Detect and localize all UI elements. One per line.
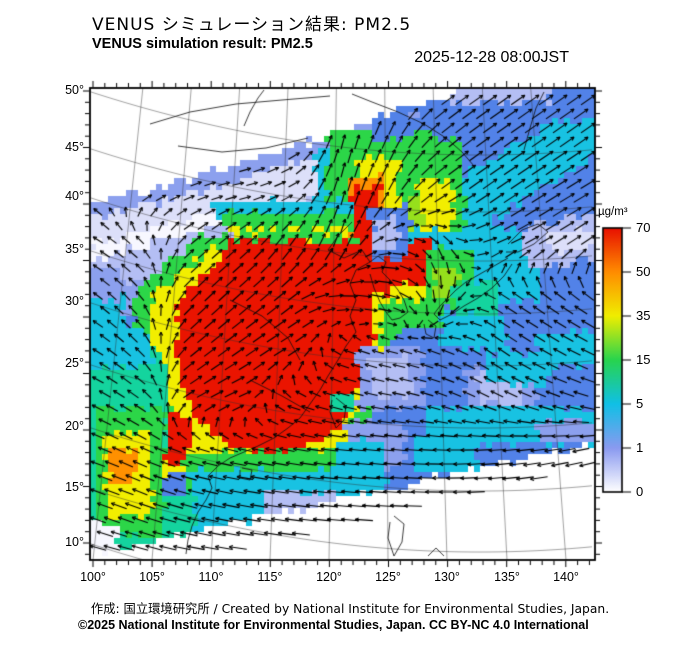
title-english: VENUS simulation result: PM2.5 bbox=[92, 36, 313, 52]
timestamp: 2025-12-28 08:00JST bbox=[414, 49, 569, 66]
colorbar-tick-label: 35 bbox=[636, 308, 651, 323]
lon-tick-label: 110° bbox=[198, 570, 224, 584]
lat-tick-label: 50° bbox=[65, 83, 84, 97]
colorbar-unit-label: µg/m³ bbox=[598, 206, 628, 218]
lat-tick-label: 25° bbox=[65, 356, 84, 370]
lon-tick-label: 100° bbox=[80, 570, 106, 584]
colorbar-tick-label: 15 bbox=[636, 352, 651, 367]
lon-tick-label: 115° bbox=[257, 570, 283, 584]
title-japanese: VENUS シミュレーション結果: PM2.5 bbox=[92, 15, 412, 35]
lat-tick-label: 45° bbox=[65, 140, 84, 154]
lat-tick-label: 35° bbox=[65, 242, 84, 256]
lon-tick-label: 125° bbox=[375, 570, 401, 584]
credit-line: 作成: 国立環境研究所 / Created by National Instit… bbox=[90, 602, 610, 616]
colorbar-tick-label: 5 bbox=[636, 396, 644, 411]
lon-tick-label: 135° bbox=[494, 570, 520, 584]
lat-tick-label: 10° bbox=[65, 535, 84, 549]
lon-tick-label: 120° bbox=[316, 570, 342, 584]
lat-tick-label: 30° bbox=[65, 294, 84, 308]
colorbar-tick-label: 0 bbox=[636, 484, 644, 499]
lon-tick-label: 105° bbox=[139, 570, 165, 584]
copyright-line: ©2025 National Institute for Environment… bbox=[78, 618, 589, 632]
lon-tick-label: 130° bbox=[434, 570, 460, 584]
colorbar-tick-label: 1 bbox=[636, 440, 644, 455]
lon-tick-label: 140° bbox=[553, 570, 579, 584]
colorbar-tick-label: 50 bbox=[636, 264, 651, 279]
lat-tick-label: 20° bbox=[65, 419, 84, 433]
lat-tick-label: 15° bbox=[65, 480, 84, 494]
colorbar-tick-label: 70 bbox=[636, 220, 651, 235]
lat-tick-label: 40° bbox=[65, 189, 84, 203]
